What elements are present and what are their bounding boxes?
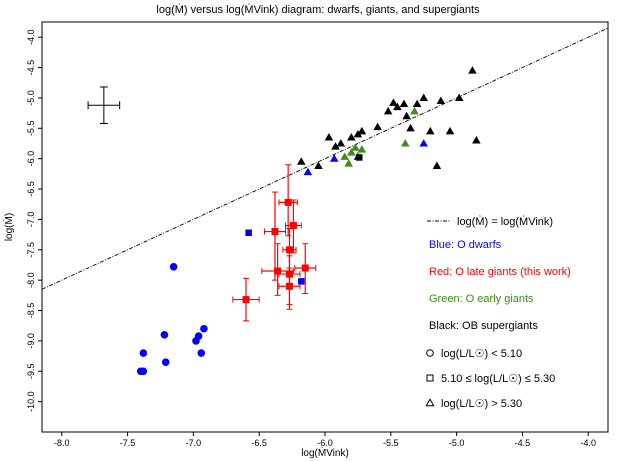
- y-tick-label: -9.5: [26, 364, 36, 380]
- data-point: [160, 331, 169, 339]
- data-point: [383, 106, 393, 115]
- plot-area: [42, 27, 608, 376]
- axes: -8.0 -7.5 -7.0 -6.5 -6.0 -5.5 -5.0 -4.5 -4.0 -4.0…: [26, 29, 596, 448]
- x-tick-label: -6.0: [317, 438, 333, 448]
- data-point: [336, 139, 346, 147]
- y-tick-label: -6.5: [26, 181, 36, 197]
- data-point: [432, 161, 442, 170]
- x-tick-label: -4.0: [580, 438, 596, 448]
- data-point: [161, 358, 170, 366]
- data-point: [274, 267, 282, 275]
- x-tick-label: -5.5: [383, 438, 399, 448]
- data-point: [347, 148, 356, 156]
- data-point: [298, 278, 305, 285]
- data-point: [472, 136, 481, 144]
- data-point: [357, 126, 367, 135]
- data-point: [401, 139, 410, 147]
- data-point: [297, 157, 306, 165]
- data-point: [347, 132, 356, 141]
- data-point: [285, 246, 293, 254]
- identity-line: [42, 27, 608, 290]
- data-point: [324, 132, 334, 141]
- y-tick-label: -4.5: [26, 60, 36, 76]
- data-point: [303, 167, 313, 176]
- data-point: [406, 123, 415, 132]
- y-tick-label: -8.0: [26, 272, 36, 288]
- legend-marker: [425, 398, 435, 407]
- data-point: [426, 126, 435, 135]
- data-point: [245, 229, 252, 237]
- y-tick-label: -4.0: [26, 29, 36, 45]
- legend: log(Ṁ) = log(ṀVink) Blue: O dwarfs Red: O …: [425, 215, 571, 410]
- data-point: [419, 93, 428, 101]
- data-point: [454, 93, 464, 101]
- data-point: [139, 349, 148, 357]
- data-point: [197, 349, 206, 357]
- legend-marker-label: 5.10 ≤ log(L/L☉) ≤ 5.30: [441, 373, 555, 385]
- x-tick-label: -4.5: [515, 438, 531, 448]
- y-tick-label: -7.5: [26, 242, 36, 258]
- data-point: [445, 126, 455, 135]
- legend-marker-label: log(L/L☉) > 5.30: [441, 398, 522, 410]
- legend-color-entry: Black: OB supergiants: [429, 320, 538, 332]
- data-point: [200, 324, 208, 333]
- data-point: [419, 139, 428, 147]
- legend-color-entry: Green: O early giants: [429, 293, 534, 305]
- data-point: [289, 221, 297, 229]
- data-point: [468, 66, 477, 74]
- data-point: [301, 264, 309, 272]
- data-point: [284, 198, 292, 206]
- data-point: [139, 367, 148, 376]
- chart-title: log(Ṁ) versus log(ṀVink) diagram: dwarfs…: [156, 3, 480, 16]
- data-point: [412, 99, 422, 108]
- data-point: [357, 145, 367, 153]
- data-point: [271, 228, 279, 236]
- x-tick-label: -7.0: [186, 438, 202, 448]
- y-tick-label: -9.0: [26, 333, 36, 349]
- data-point: [285, 282, 293, 290]
- data-point: [340, 152, 350, 160]
- legend-color-entry: Red: O late giants (this work): [429, 266, 571, 278]
- data-point: [410, 106, 419, 115]
- x-tick-label: -8.0: [54, 438, 70, 448]
- data-point: [436, 96, 446, 105]
- data-point: [314, 161, 323, 170]
- data-point: [242, 296, 250, 304]
- x-tick-label: -6.5: [251, 438, 267, 448]
- data-point: [389, 98, 398, 106]
- y-tick-label: -8.5: [26, 303, 36, 319]
- y-tick-label: -5.0: [26, 90, 36, 106]
- legend-color-entry: Blue: O dwarfs: [429, 239, 502, 251]
- legend-line-label: log(Ṁ) = log(ṀVink): [457, 215, 553, 228]
- x-tick-label: -5.0: [449, 438, 465, 448]
- data-point: [355, 154, 363, 161]
- data-point: [329, 154, 339, 162]
- data-point: [402, 111, 411, 120]
- y-tick-label: -5.5: [26, 121, 36, 137]
- y-axis-label: log(Ṁ): [2, 213, 15, 241]
- data-point: [373, 122, 382, 131]
- data-point: [393, 102, 402, 111]
- x-tick-label: -7.5: [120, 438, 136, 448]
- data-point: [194, 332, 203, 340]
- y-tick-label: -10.0: [26, 391, 36, 412]
- legend-marker: [426, 374, 434, 382]
- data-point: [344, 159, 353, 167]
- legend-marker-label: log(L/L☉) < 5.10: [441, 348, 522, 360]
- y-tick-label: -6.0: [26, 151, 36, 167]
- x-axis-label: log(ṀVink): [301, 446, 349, 459]
- legend-marker: [426, 349, 434, 357]
- data-point: [351, 143, 360, 151]
- y-tick-label: -7.0: [26, 212, 36, 228]
- data-point: [399, 99, 409, 108]
- data-point: [169, 262, 178, 271]
